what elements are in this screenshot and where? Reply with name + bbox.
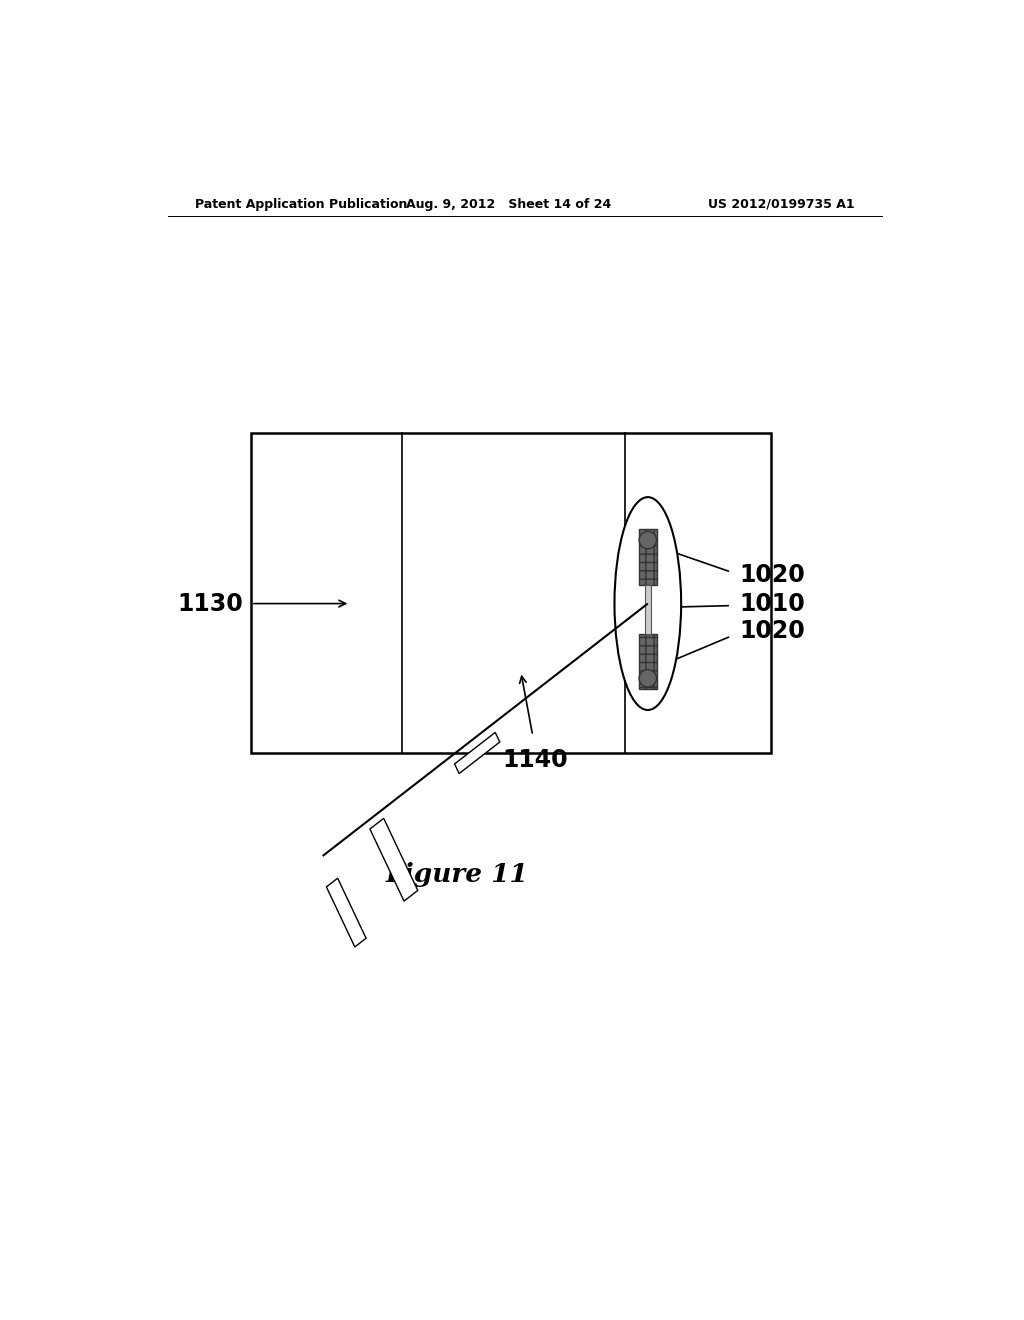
Ellipse shape xyxy=(639,532,656,549)
Polygon shape xyxy=(327,878,367,946)
Text: 1140: 1140 xyxy=(503,748,568,772)
Text: 1010: 1010 xyxy=(739,591,805,615)
Bar xyxy=(639,529,656,585)
Text: 1020: 1020 xyxy=(739,564,805,587)
Text: 1130: 1130 xyxy=(177,591,243,615)
Ellipse shape xyxy=(614,498,681,710)
Bar xyxy=(639,634,656,689)
Text: Patent Application Publication: Patent Application Publication xyxy=(196,198,408,211)
Text: US 2012/0199735 A1: US 2012/0199735 A1 xyxy=(708,198,854,211)
Text: Figure 11: Figure 11 xyxy=(386,862,528,887)
Bar xyxy=(251,433,771,752)
Text: Aug. 9, 2012   Sheet 14 of 24: Aug. 9, 2012 Sheet 14 of 24 xyxy=(407,198,611,211)
Text: 1020: 1020 xyxy=(739,619,805,643)
Bar xyxy=(645,585,650,634)
Ellipse shape xyxy=(639,669,656,686)
Polygon shape xyxy=(455,733,500,774)
Polygon shape xyxy=(370,818,418,902)
